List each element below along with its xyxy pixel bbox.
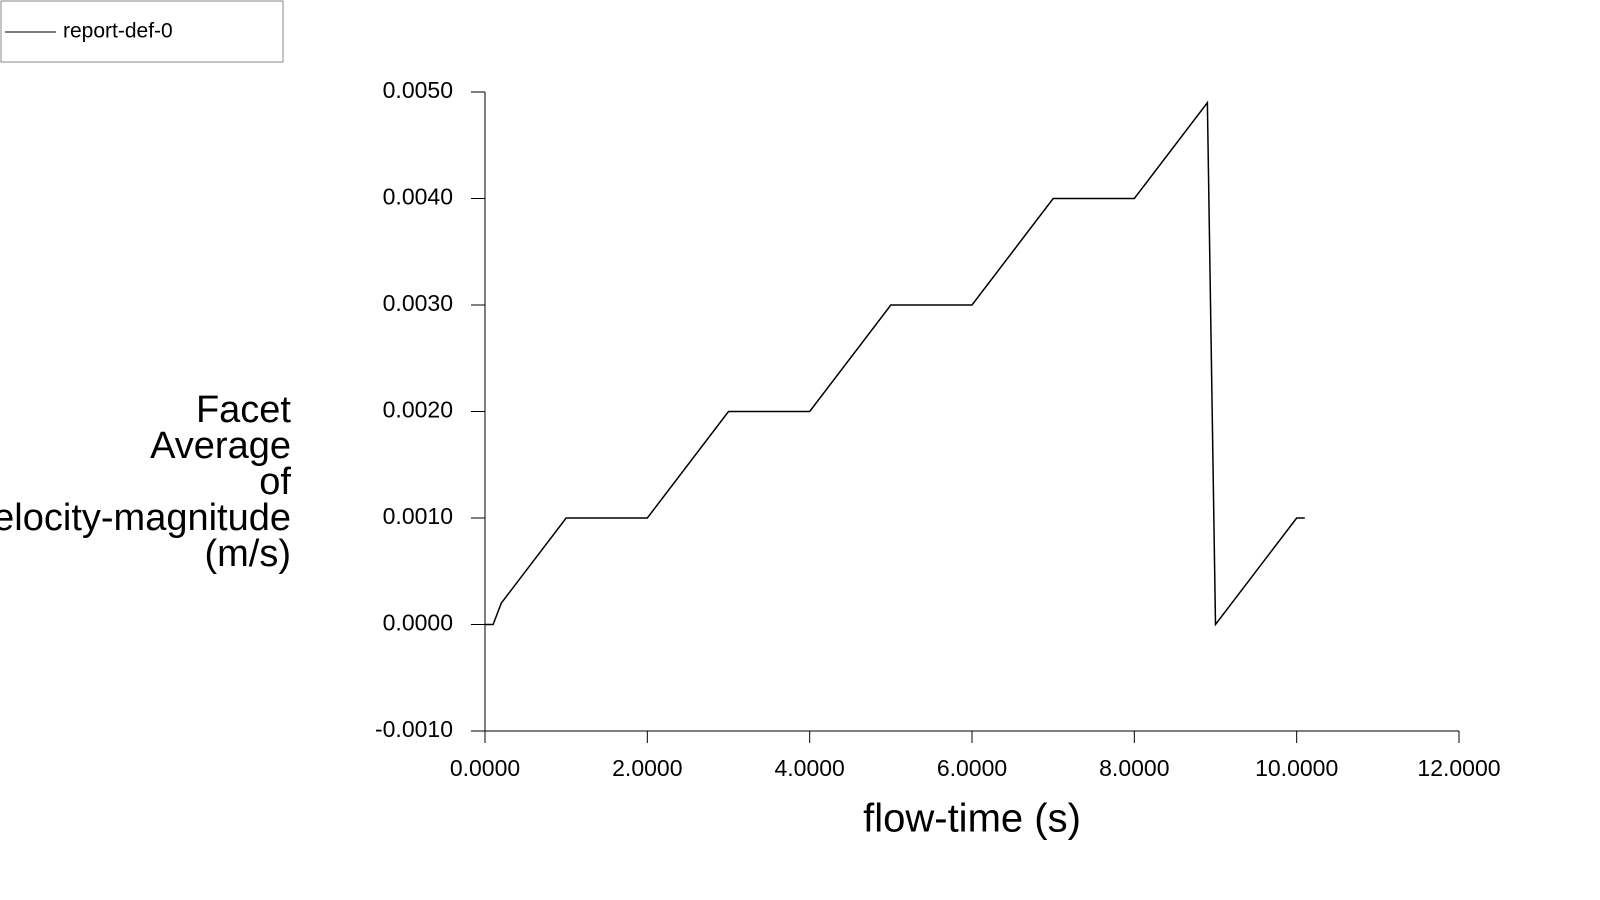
y-axis-title: Velocity-magnitude — [0, 497, 291, 539]
data-line — [485, 100, 1305, 627]
y-tick-label: -0.0010 — [375, 716, 453, 742]
y-axis-title: (m/s) — [204, 533, 291, 575]
x-tick-label: 6.0000 — [937, 755, 1007, 781]
y-tick-label: 0.0050 — [383, 77, 453, 103]
y-tick-label: 0.0000 — [383, 610, 453, 636]
y-axis-title: Facet — [196, 389, 291, 431]
y-axis-title: Average — [150, 425, 291, 467]
x-tick-label: 0.0000 — [450, 755, 520, 781]
legend-label: report-def-0 — [63, 20, 173, 43]
x-tick-label: 4.0000 — [774, 755, 844, 781]
x-tick-label: 12.0000 — [1417, 755, 1500, 781]
y-tick-label: 0.0040 — [383, 184, 453, 210]
y-axis-title: of — [259, 461, 291, 503]
x-tick-label: 8.0000 — [1099, 755, 1169, 781]
x-axis-title: flow-time (s) — [863, 797, 1081, 841]
y-tick-label: 0.0010 — [383, 503, 453, 529]
y-tick-label: 0.0020 — [383, 397, 453, 423]
y-tick-label: 0.0030 — [383, 290, 453, 316]
x-tick-label: 10.0000 — [1255, 755, 1338, 781]
x-tick-label: 2.0000 — [612, 755, 682, 781]
